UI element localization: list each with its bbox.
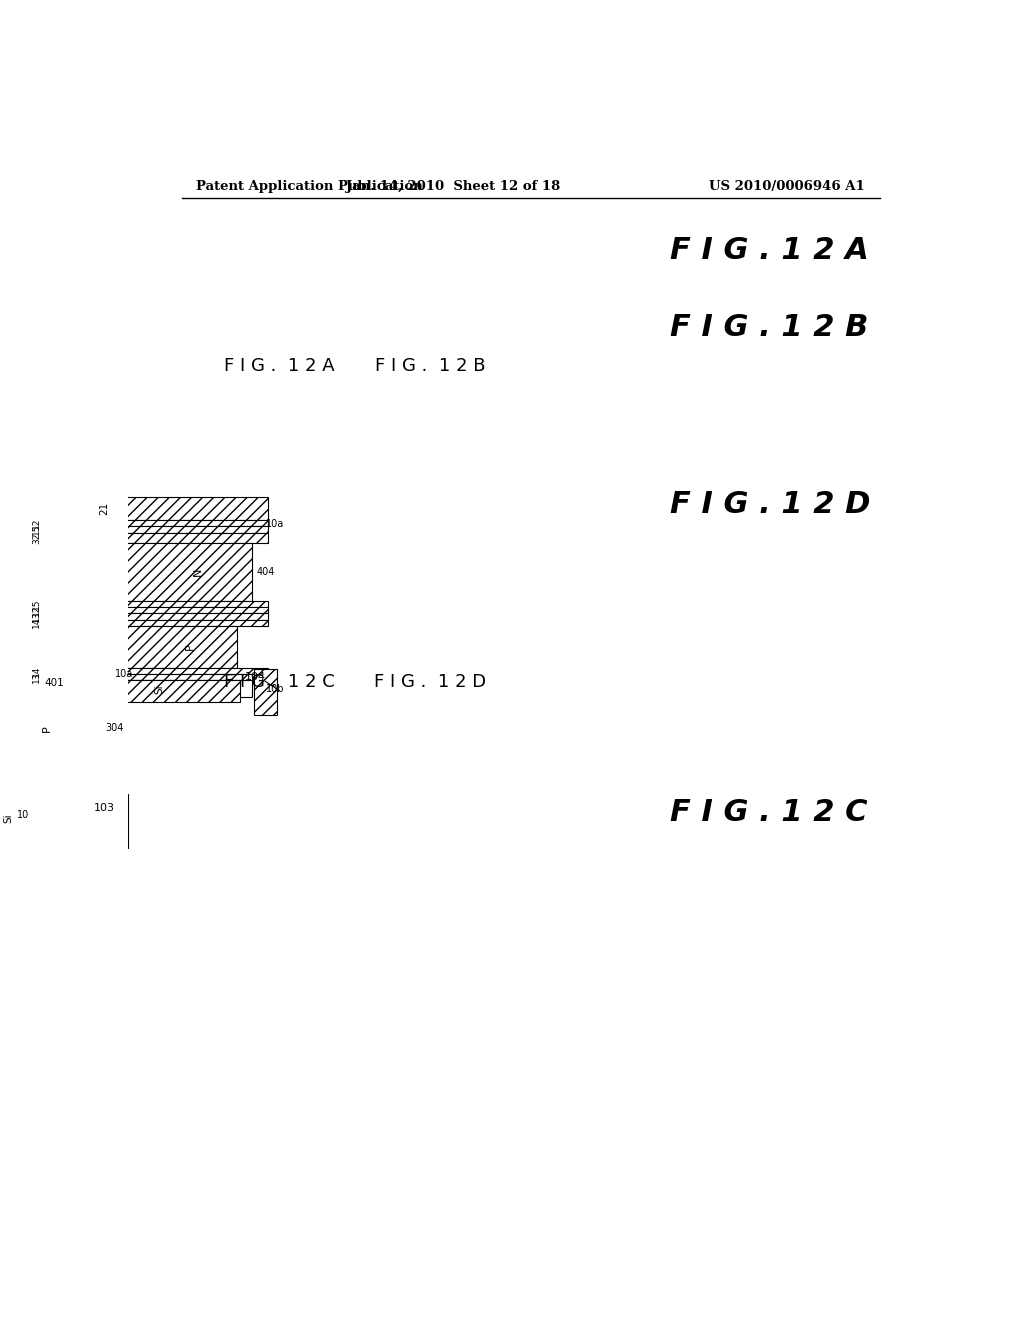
Text: F I G .  1 2 D: F I G . 1 2 D [374, 673, 486, 690]
Text: F I G .  1 2 B: F I G . 1 2 B [375, 358, 485, 375]
Polygon shape [50, 533, 267, 544]
Text: F I G .  1 2 A: F I G . 1 2 A [224, 358, 335, 375]
Text: Si: Si [3, 813, 13, 824]
Text: 21: 21 [99, 502, 110, 515]
Text: 10a: 10a [115, 669, 133, 680]
Polygon shape [50, 619, 267, 626]
Polygon shape [0, 809, 93, 832]
Polygon shape [120, 681, 241, 702]
Polygon shape [0, 780, 117, 785]
Polygon shape [0, 671, 117, 681]
Text: 13: 13 [32, 611, 41, 622]
Polygon shape [0, 763, 117, 770]
Text: 404: 404 [257, 568, 275, 577]
Polygon shape [0, 770, 117, 780]
Polygon shape [97, 544, 252, 601]
Text: 15: 15 [32, 524, 41, 536]
Polygon shape [0, 693, 101, 763]
Text: F I G . 1 2 A: F I G . 1 2 A [671, 236, 869, 265]
Text: 104: 104 [246, 672, 266, 682]
Polygon shape [0, 809, 101, 829]
Polygon shape [0, 647, 117, 671]
Polygon shape [0, 803, 117, 809]
Text: 401: 401 [44, 678, 65, 688]
Text: Si: Si [154, 684, 164, 694]
Polygon shape [104, 793, 128, 847]
Text: 10: 10 [17, 810, 30, 820]
Polygon shape [50, 668, 267, 675]
Text: F I G .  1 2 C: F I G . 1 2 C [224, 673, 335, 690]
Polygon shape [50, 614, 267, 619]
Polygon shape [0, 792, 117, 803]
Polygon shape [254, 669, 276, 715]
Polygon shape [0, 681, 117, 688]
Polygon shape [66, 681, 252, 697]
Text: 304: 304 [105, 723, 124, 733]
Text: 14: 14 [32, 616, 41, 628]
Text: F I G . 1 2 C: F I G . 1 2 C [671, 799, 868, 828]
Text: 12: 12 [32, 517, 41, 529]
Polygon shape [0, 688, 117, 693]
Text: P: P [185, 644, 195, 651]
Polygon shape [50, 601, 267, 607]
Polygon shape [50, 498, 267, 520]
Text: N: N [193, 568, 203, 577]
Text: F I G . 1 2 D: F I G . 1 2 D [671, 491, 871, 519]
Text: 10b: 10b [266, 684, 285, 694]
Text: 13: 13 [32, 672, 41, 684]
Text: 32: 32 [32, 532, 41, 544]
Text: F I G . 1 2 B: F I G . 1 2 B [671, 313, 869, 342]
Polygon shape [50, 675, 267, 681]
Polygon shape [113, 626, 237, 668]
Polygon shape [0, 785, 117, 792]
Text: 10a: 10a [266, 519, 285, 529]
Text: Patent Application Publication: Patent Application Publication [197, 181, 423, 194]
Text: 103: 103 [94, 803, 116, 813]
Text: 12: 12 [32, 605, 41, 616]
Polygon shape [50, 520, 267, 527]
Text: 14: 14 [32, 665, 41, 677]
Text: P: P [42, 725, 51, 731]
Polygon shape [50, 607, 267, 614]
Text: 15: 15 [32, 598, 41, 610]
Text: Jan. 14, 2010  Sheet 12 of 18: Jan. 14, 2010 Sheet 12 of 18 [346, 181, 560, 194]
Text: US 2010/0006946 A1: US 2010/0006946 A1 [710, 181, 865, 194]
Polygon shape [50, 527, 267, 533]
